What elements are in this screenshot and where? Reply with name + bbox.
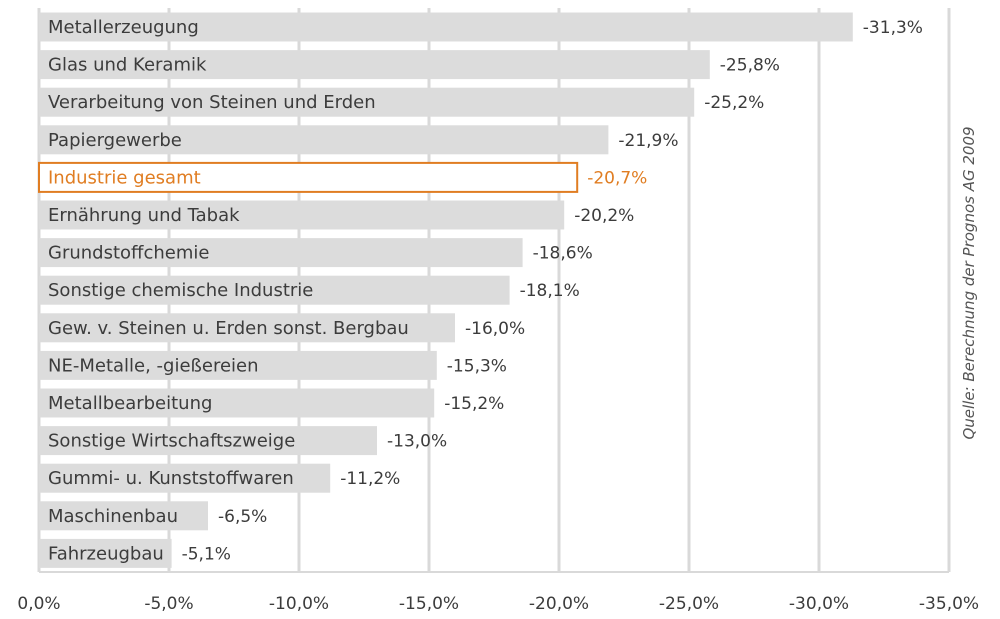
category-label: Sonstige chemische Industrie bbox=[48, 280, 313, 301]
data-label: -31,3% bbox=[863, 18, 923, 38]
x-tick-label: -10,0% bbox=[269, 594, 329, 614]
data-label: -18,1% bbox=[520, 281, 580, 301]
data-label: -25,8% bbox=[720, 56, 780, 76]
bar bbox=[39, 87, 695, 117]
bars: Metallerzeugung -31,3% Glas und Keramik -25… bbox=[38, 12, 923, 568]
data-label: -20,2% bbox=[574, 206, 634, 226]
bar bbox=[39, 313, 455, 343]
bar bbox=[39, 538, 172, 568]
category-label: Fahrzeugbau bbox=[48, 543, 164, 564]
category-label: Maschinenbau bbox=[48, 506, 178, 527]
data-label: -11,2% bbox=[340, 469, 400, 489]
category-label: Gew. v. Steinen u. Erden sonst. Bergbau bbox=[48, 318, 409, 339]
category-label: Industrie gesamt bbox=[48, 167, 201, 188]
x-tick-label: -15,0% bbox=[399, 594, 459, 614]
bar bbox=[39, 388, 435, 418]
x-tick-label: -25,0% bbox=[659, 594, 719, 614]
data-label: -15,2% bbox=[444, 394, 504, 414]
x-axis-ticks: 0,0% -5,0% -10,0% -15,0% -20,0% -25,0% -30,0% -… bbox=[17, 594, 979, 614]
bar bbox=[39, 200, 565, 230]
category-label: Sonstige Wirtschaftszweige bbox=[48, 431, 295, 452]
category-label: Grundstoffchemie bbox=[48, 243, 209, 264]
data-label: -20,7% bbox=[587, 168, 647, 188]
x-tick-label: -30,0% bbox=[789, 594, 849, 614]
bar bbox=[39, 125, 609, 155]
source-note: Quelle: Berechnung der Prognos AG 2009 bbox=[960, 126, 978, 439]
data-label: -21,9% bbox=[618, 131, 678, 151]
data-label: -13,0% bbox=[387, 432, 447, 452]
bar bbox=[39, 463, 331, 493]
category-label: Metallerzeugung bbox=[48, 17, 199, 38]
bar bbox=[39, 50, 710, 80]
bar bbox=[39, 238, 523, 268]
data-label: -15,3% bbox=[447, 356, 507, 376]
data-label: -16,0% bbox=[465, 319, 525, 339]
bar bbox=[39, 275, 510, 305]
x-tick-label: -35,0% bbox=[919, 594, 979, 614]
x-tick-label: -20,0% bbox=[529, 594, 589, 614]
category-label: Gummi- u. Kunststoffwaren bbox=[48, 468, 294, 489]
data-label: -18,6% bbox=[533, 244, 593, 264]
bar bbox=[39, 426, 377, 456]
bar bbox=[38, 161, 579, 193]
x-tick-label: 0,0% bbox=[17, 594, 60, 614]
data-label: -5,1% bbox=[182, 544, 231, 564]
bar bbox=[39, 12, 853, 42]
bar bbox=[39, 350, 437, 380]
data-label: -6,5% bbox=[218, 507, 267, 527]
category-label: Ernährung und Tabak bbox=[48, 205, 240, 226]
category-label: Verarbeitung von Steinen und Erden bbox=[48, 92, 376, 113]
x-tick-label: -5,0% bbox=[144, 594, 193, 614]
category-label: Metallbearbeitung bbox=[48, 393, 212, 414]
bar bbox=[39, 501, 208, 531]
data-label: -25,2% bbox=[704, 93, 764, 113]
category-label: NE-Metalle, -gießereien bbox=[48, 355, 259, 376]
category-label: Papiergewerbe bbox=[48, 130, 182, 151]
category-label: Glas und Keramik bbox=[48, 55, 207, 76]
